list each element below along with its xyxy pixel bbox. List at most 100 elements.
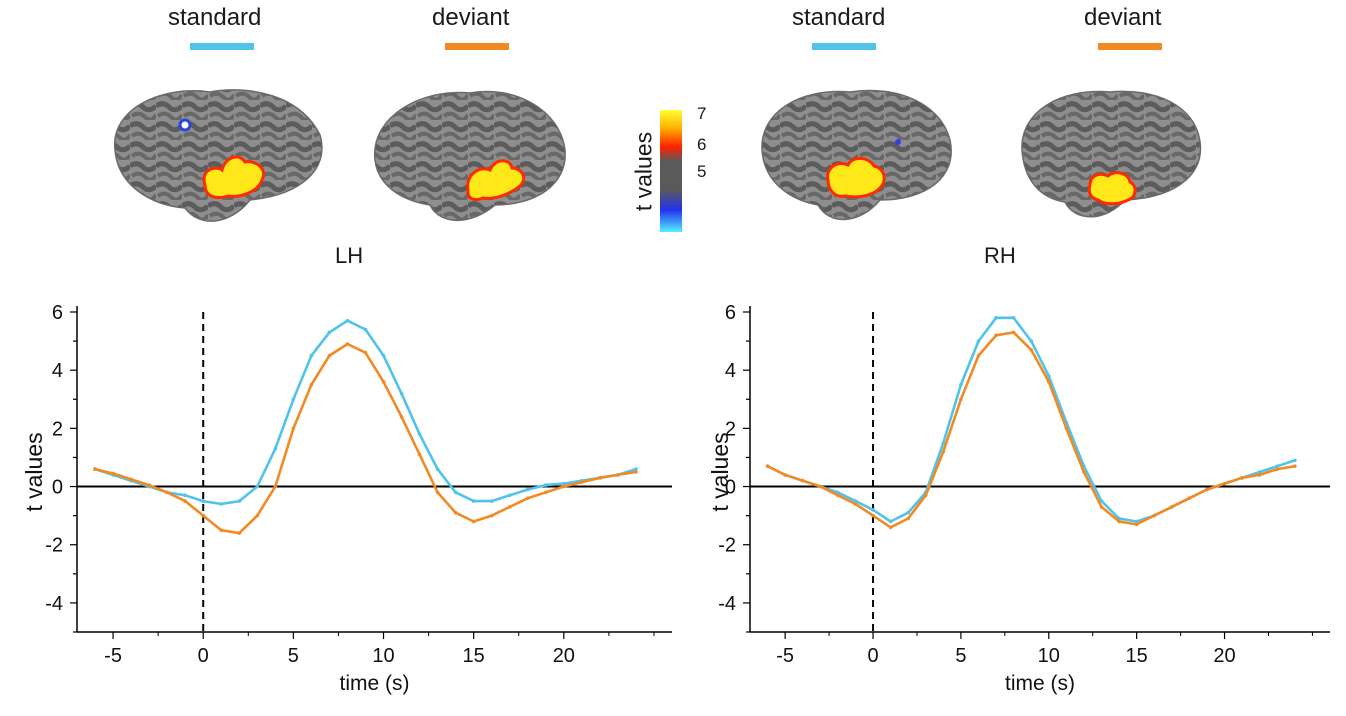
chart-rh-xlabel: time (s)	[1005, 672, 1075, 695]
chart-lh-point-deviant	[147, 483, 151, 487]
chart-lh: -4 -2 0 2 4 6 -5 0 5 10 15 20 time (s) t values	[21, 302, 672, 695]
chart-lh-point-standard	[417, 432, 422, 436]
hemisphere-label-left: LH	[335, 243, 364, 268]
chart-lh-point-deviant	[435, 490, 440, 495]
chart-rh-point-standard	[1011, 316, 1016, 320]
chart-rh-point-standard	[959, 382, 963, 387]
chart-rh-point-deviant	[994, 333, 998, 338]
chart-rh-point-deviant	[941, 449, 946, 454]
chart-lh-point-standard	[507, 493, 512, 498]
chart-lh-point-deviant	[417, 452, 422, 457]
chart-lh-point-standard	[399, 391, 404, 396]
chart-lh-point-standard	[363, 327, 368, 332]
chart-rh-point-deviant	[871, 513, 875, 518]
chart-rh-point-deviant	[888, 525, 893, 530]
chart-rh-point-standard	[976, 339, 981, 343]
brain-lh-second-view	[374, 90, 566, 222]
legend-lh-deviant-label: deviant	[432, 4, 510, 31]
chart-lh-point-standard	[634, 467, 638, 471]
chart-rh-point-deviant	[1293, 464, 1297, 468]
chart-lh-point-standard	[345, 318, 350, 323]
chart-lh-point-deviant	[111, 471, 115, 476]
chart-lh-point-standard	[291, 397, 296, 402]
chart-lh-point-deviant	[201, 513, 206, 518]
chart-rh-point-deviant	[818, 484, 823, 489]
chart-rh-point-standard	[888, 519, 893, 524]
chart-rh-point-deviant	[1117, 519, 1121, 524]
legend-lh-standard-label: standard	[168, 4, 262, 31]
chart-lh-point-deviant	[616, 473, 620, 477]
chart-rh-point-standard	[1134, 519, 1139, 524]
brain-rh-lateral	[761, 89, 952, 221]
chart-rh-point-deviant	[1187, 496, 1192, 500]
chart-rh-xtick-label: 20	[1213, 645, 1235, 667]
chart-lh-point-standard	[237, 499, 242, 503]
chart-rh-xtick-label: 10	[1038, 645, 1060, 667]
chart-lh-point-deviant	[309, 382, 314, 387]
chart-rh-ytick-label: -4	[718, 593, 736, 615]
chart-lh-ytick-label: 4	[52, 360, 63, 382]
chart-lh-point-deviant	[165, 490, 169, 495]
chart-rh-point-standard	[1257, 470, 1262, 474]
chart-rh-point-deviant	[1205, 487, 1209, 492]
chart-rh-point-deviant	[765, 464, 770, 468]
chart-lh-xtick-label: 15	[463, 645, 485, 667]
hemisphere-label-right: RH	[984, 243, 1016, 268]
chart-rh-xtick-label: 5	[955, 645, 966, 667]
chart-lh-point-deviant	[399, 414, 404, 419]
chart-rh-ytick-label: 2	[725, 418, 736, 440]
chart-rh-point-standard	[1099, 499, 1104, 503]
chart-rh-point-standard	[1046, 374, 1051, 378]
chart-lh-xtick-label: 10	[372, 645, 394, 667]
chart-lh-xtick-label: 0	[198, 645, 209, 667]
chart-rh-ytick-label: 4	[725, 360, 736, 382]
chart-lh-point-deviant	[345, 342, 350, 346]
chart-rh-point-deviant	[1240, 476, 1244, 480]
chart-lh-series-deviant	[94, 342, 637, 535]
chart-lh-point-deviant	[525, 496, 530, 500]
chart-lh-point-standard	[327, 330, 332, 335]
chart-rh-ylabel: t values	[707, 432, 733, 511]
chart-rh: -4 -2 0 2 4 6 -5 0 5 10 15 20 time (s) t values	[707, 302, 1330, 695]
chart-lh-ytick-label: 2	[52, 418, 63, 440]
chart-rh-point-standard	[906, 510, 910, 515]
chart-lh-xlabel: time (s)	[340, 672, 410, 695]
chart-lh-xtick-label: -5	[104, 645, 122, 667]
chart-lh-point-deviant	[93, 467, 97, 471]
chart-lh-point-deviant	[219, 528, 224, 532]
chart-lh-ytick-label: -2	[45, 535, 63, 557]
chart-lh-point-standard	[453, 490, 458, 495]
chart-rh-ytick-label: 0	[725, 477, 736, 499]
colorbar-tick-7: 7	[697, 104, 707, 123]
chart-lh-point-deviant	[363, 350, 368, 355]
chart-lh-point-standard	[562, 481, 566, 486]
colorbar-tick-5: 5	[697, 162, 707, 181]
chart-rh-point-deviant	[1257, 473, 1262, 477]
chart-lh-point-deviant	[562, 484, 566, 489]
chart-lh-point-deviant	[327, 353, 332, 358]
chart-lh-series-standard	[94, 319, 637, 506]
chart-rh-point-standard	[1029, 339, 1034, 343]
chart-lh-ytick-label: 6	[52, 302, 63, 324]
chart-rh-point-deviant	[1029, 348, 1034, 352]
chart-lh-point-standard	[309, 353, 314, 358]
chart-lh-point-deviant	[273, 484, 278, 489]
chart-rh-xtick-label: 0	[867, 645, 878, 667]
chart-rh-point-deviant	[1046, 380, 1051, 384]
colorbar-title: t values	[630, 131, 657, 212]
chart-rh-point-standard	[1293, 458, 1297, 463]
chart-lh-point-deviant	[237, 531, 242, 535]
chart-lh-point-deviant	[183, 499, 187, 503]
brain-lh-lateral	[114, 89, 323, 222]
chart-lh-point-standard	[273, 446, 278, 451]
chart-lh-point-standard	[183, 493, 187, 498]
chart-rh-point-deviant	[959, 397, 963, 402]
chart-rh-point-deviant	[1064, 426, 1069, 431]
chart-rh-point-standard	[994, 316, 998, 320]
chart-lh-xtick-label: 20	[553, 645, 575, 667]
chart-rh-point-standard	[941, 441, 946, 445]
chart-rh-ytick-label: -2	[718, 535, 736, 557]
chart-rh-ytick-label: 6	[725, 302, 736, 324]
legend-rh-deviant-swatch	[1098, 43, 1162, 50]
chart-rh-point-deviant	[836, 493, 840, 498]
